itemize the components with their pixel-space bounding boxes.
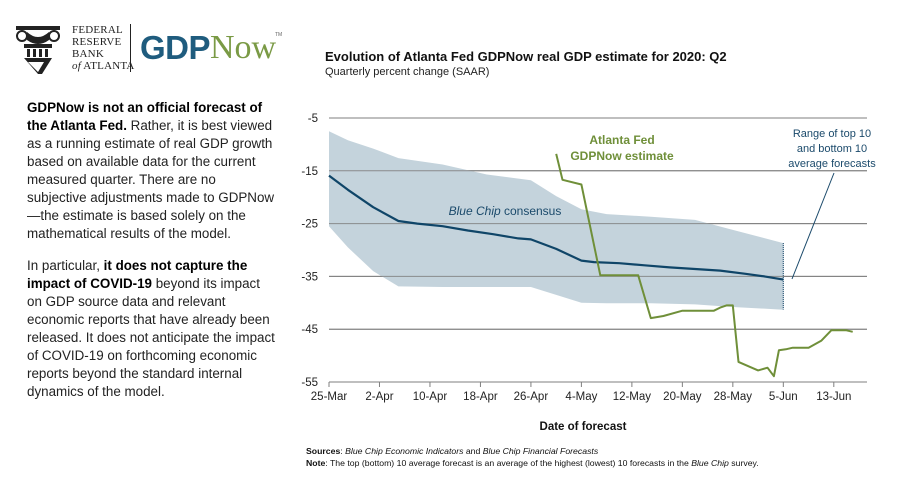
disclaimer-body: In particular, <box>27 258 104 273</box>
source-item: Blue Chip Financial Forecasts <box>482 446 599 456</box>
bank-name-atlanta: ATLANTA <box>80 60 135 72</box>
x-tick-label: 10-Apr <box>413 391 448 403</box>
y-tick-label: -45 <box>301 324 318 336</box>
bank-name-line: FEDERAL <box>72 24 123 36</box>
forecast-range-band <box>329 117 867 383</box>
forecast-range-area <box>329 131 784 310</box>
chart-subtitle: Quarterly percent change (SAAR) <box>325 66 490 78</box>
sources-label: Sources <box>306 446 341 456</box>
gdpnow-label-line2: GDPNow estimate <box>570 149 674 163</box>
consensus-label: Blue Chip consensus <box>449 204 562 218</box>
consensus-label-italic: Blue Chip <box>449 204 501 218</box>
gdpnow-logo-gdp: GDP <box>140 29 211 66</box>
y-tick-label: -55 <box>301 377 318 389</box>
logo-divider <box>130 24 131 72</box>
consensus-label-rest: consensus <box>501 204 562 218</box>
bank-name-line: BANK <box>72 48 104 60</box>
x-tick-label: 20-May <box>663 391 702 403</box>
disclaimer-text: GDPNow is not an official forecast of th… <box>27 99 275 415</box>
column-capital-icon <box>16 26 60 74</box>
x-axis-label: Date of forecast <box>540 421 627 433</box>
x-tick-label: 2-Apr <box>365 391 393 403</box>
y-tick-label: -35 <box>301 271 318 283</box>
chart-title: Evolution of Atlanta Fed GDPNow real GDP… <box>325 49 727 64</box>
chart-footer: Sources: Blue Chip Economic Indicators a… <box>306 445 759 469</box>
consensus-line <box>328 174 784 281</box>
bank-name-line: of ATLANTA <box>72 60 135 72</box>
y-tick-label: -15 <box>301 166 318 178</box>
note-text: survey. <box>728 458 759 468</box>
sources-and: and <box>463 446 483 456</box>
range-label-leader <box>791 172 835 280</box>
range-label-line1: Range of top 10 <box>793 128 871 140</box>
x-tick-label: 13-Jun <box>816 391 851 403</box>
x-tick-label: 25-Mar <box>311 391 348 403</box>
trademark-mark: TM <box>275 32 283 38</box>
gdpnow-line <box>555 153 853 378</box>
gdpnow-label-line1: Atlanta Fed <box>589 133 654 147</box>
disclaimer-body: Rather, it is best viewed as a running e… <box>27 118 275 241</box>
gdpnow-logo-now: Now <box>210 29 277 66</box>
range-label-line2: and bottom 10 <box>797 143 867 155</box>
x-tick-label: 5-Jun <box>769 391 798 403</box>
x-tick-label: 26-Apr <box>514 391 549 403</box>
note-text: : The top (bottom) 10 average forecast i… <box>325 458 692 468</box>
note-italic: Blue Chip <box>691 458 729 468</box>
series-lines <box>328 153 853 378</box>
disclaimer-bold: it does not capture the impact of COVID-… <box>27 258 248 291</box>
note-label: Note <box>306 458 326 468</box>
source-item: Blue Chip Economic Indicators <box>345 446 464 456</box>
sources-line: Sources: Blue Chip Economic Indicators a… <box>306 445 759 457</box>
x-tick-label: 12-May <box>613 391 652 403</box>
y-tick-label: -25 <box>301 219 318 231</box>
bank-name: FEDERAL RESERVE BANK of ATLANTA <box>72 24 135 72</box>
chart-annotations: Blue Chip consensus Atlanta Fed GDPNow e… <box>449 128 877 433</box>
disclaimer-bold: GDPNow is not an official forecast of th… <box>27 100 263 133</box>
fed-atlanta-logo: FEDERAL RESERVE BANK of ATLANTA GDP Now … <box>14 20 294 76</box>
range-label-line3: average forecasts <box>788 158 876 170</box>
bank-name-line: RESERVE <box>72 36 122 48</box>
x-tick-label: 4-May <box>565 391 597 403</box>
disclaimer-paragraph-1: GDPNow is not an official forecast of th… <box>27 99 275 243</box>
sources-sep: : <box>340 446 346 456</box>
disclaimer-body: beyond its impact on GDP source data and… <box>27 276 275 399</box>
x-tick-label: 28-May <box>714 391 753 403</box>
y-tick-label: -5 <box>308 113 318 125</box>
note-line: Note: The top (bottom) 10 average foreca… <box>306 457 759 469</box>
x-tick-label: 18-Apr <box>463 391 498 403</box>
bank-name-of: of <box>72 60 81 72</box>
axes: -5 -15 -25 -35 -45 -55 25-Mar 2-Apr 10-Apr 18-Apr… <box>301 113 851 403</box>
disclaimer-paragraph-2: In particular, it does not capture the i… <box>27 257 275 401</box>
